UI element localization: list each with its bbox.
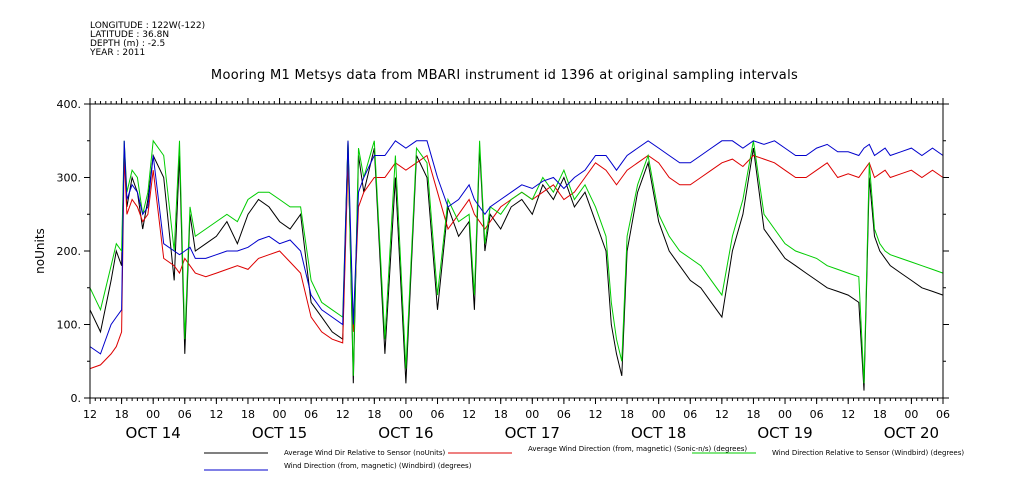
x-tick-label: 00 [778,408,792,421]
y-tick-label: 200. [57,245,82,258]
series-line-4 [89,140,944,355]
y-tick-label: 0. [71,392,82,405]
axes-layer: 0. 100. 200. 300. 400. noUnits 12 18 00 06 12 18 00 0… [33,98,950,442]
x-tick-label: 00 [904,408,918,421]
day-label: OCT 17 [505,424,560,442]
x-tick-label: 06 [810,408,824,421]
day-label: OCT 15 [252,424,307,442]
x-tick-label: 06 [431,408,445,421]
x-tick-label: 06 [683,408,697,421]
y-tick-label: 400. [57,98,82,111]
x-tick-label: 00 [525,408,539,421]
y-tick-label: 300. [57,172,82,185]
depth-label: DEPTH (m) : -2.5 [90,39,166,49]
x-tick-label: 00 [273,408,287,421]
year-label: YEAR : 2011 [90,48,146,58]
legend-label-4: Wind Direction (from, magnetic) (Windbir… [284,462,472,470]
legend: Average Wind Dir Relative to Sensor (noU… [204,445,964,471]
chart-title: Mooring M1 Metsys data from MBARI instru… [210,68,799,83]
day-label: OCT 20 [884,424,939,442]
x-tick-label: 18 [241,408,255,421]
x-tick-label: 18 [873,408,887,421]
x-tick-label: 00 [652,408,666,421]
x-tick-label: 06 [304,408,318,421]
x-tick-label: 12 [588,408,602,421]
x-tick-label: 12 [209,408,223,421]
series-line-2 [89,154,944,370]
series-layer [89,139,944,391]
legend-label-3: Wind Direction Relative to Sensor (Windb… [772,449,964,457]
y-axis-label: noUnits [33,228,47,274]
x-tick-label: 06 [936,408,950,421]
day-label: OCT 16 [378,424,433,442]
plot-frame [89,103,944,399]
latitude-label: LATITUDE : 36.8N [90,30,170,40]
y-tick-label: 100. [57,319,82,332]
x-tick-label: 12 [83,408,97,421]
x-tick-label: 18 [746,408,760,421]
x-tick-label: 00 [146,408,160,421]
series-line-1 [89,140,944,391]
x-tick-label: 12 [336,408,350,421]
x-tick-label: 18 [620,408,634,421]
x-tick-label: 18 [367,408,381,421]
longitude-label: LONGITUDE : 122W(-122) [90,21,206,31]
x-tick-label: 12 [715,408,729,421]
legend-label-1: Average Wind Dir Relative to Sensor (noU… [284,449,445,457]
x-tick-label: 12 [462,408,476,421]
x-tick-label: 00 [399,408,413,421]
x-tick-label: 06 [557,408,571,421]
x-tick-label: 12 [841,408,855,421]
x-tick-label: 06 [178,408,192,421]
legend-label-2: Average Wind Direction (from, magnetic) … [528,445,747,453]
x-tick-label: 18 [494,408,508,421]
series-line-3 [89,139,944,384]
day-label: OCT 18 [631,424,686,442]
day-label: OCT 14 [126,424,181,442]
x-tick-label: 18 [115,408,129,421]
day-label: OCT 19 [757,424,812,442]
